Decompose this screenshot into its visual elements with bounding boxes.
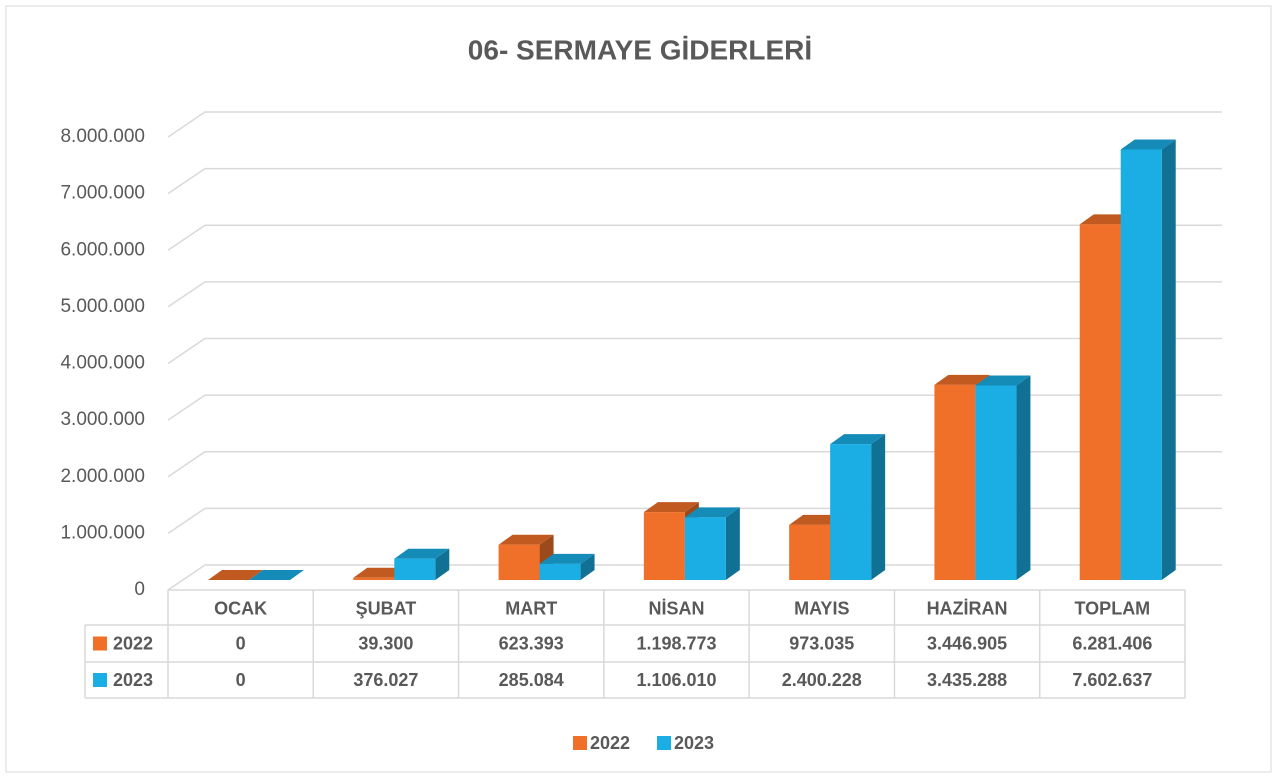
table-value: 285.084 bbox=[499, 670, 564, 690]
y-tick-label: 0 bbox=[134, 579, 145, 600]
x-tick-label: TOPLAM bbox=[1075, 598, 1151, 618]
table-value: 376.027 bbox=[353, 670, 418, 690]
grid-line bbox=[167, 224, 1222, 251]
grid-line bbox=[167, 111, 1222, 138]
table-series-name: 2023 bbox=[113, 670, 153, 690]
y-tick-label: 8.000.000 bbox=[60, 126, 145, 147]
table-value: 0 bbox=[236, 670, 246, 690]
legend-label: 2022 bbox=[590, 733, 630, 753]
bar-top bbox=[539, 553, 595, 564]
table-value: 973.035 bbox=[789, 633, 854, 653]
bar-side bbox=[435, 548, 450, 580]
bar-top bbox=[208, 570, 263, 580]
grid-line bbox=[167, 281, 1222, 308]
bar bbox=[1079, 224, 1121, 581]
grid-line bbox=[167, 394, 1222, 421]
x-tick-label: OCAK bbox=[214, 598, 267, 618]
bar bbox=[684, 517, 726, 580]
y-tick-label: 2.000.000 bbox=[60, 466, 145, 487]
table-value: 2.400.228 bbox=[782, 670, 862, 690]
x-tick-label: HAZİRAN bbox=[927, 598, 1008, 618]
table-value: 7.602.637 bbox=[1072, 670, 1152, 690]
y-tick-label: 3.000.000 bbox=[60, 409, 145, 430]
bar-top bbox=[643, 502, 699, 513]
bar-side bbox=[871, 434, 886, 580]
bar bbox=[394, 558, 436, 580]
y-tick-label: 5.000.000 bbox=[60, 296, 145, 317]
table-value: 623.393 bbox=[499, 633, 564, 653]
y-tick-label: 1.000.000 bbox=[60, 522, 145, 543]
table-series-name: 2022 bbox=[113, 633, 153, 653]
x-tick-label: NİSAN bbox=[648, 598, 704, 618]
legend-label: 2023 bbox=[674, 733, 714, 753]
bar-side bbox=[1161, 139, 1176, 581]
table-value: 6.281.406 bbox=[1072, 633, 1152, 653]
legend-key bbox=[93, 673, 107, 687]
legend-key bbox=[657, 736, 671, 750]
x-tick-label: MART bbox=[505, 598, 557, 618]
table-value: 39.300 bbox=[358, 633, 413, 653]
bar-top bbox=[249, 570, 304, 580]
chart-border bbox=[5, 5, 1272, 773]
bar-top bbox=[975, 375, 1031, 386]
y-tick-label: 6.000.000 bbox=[60, 239, 145, 260]
bar bbox=[789, 524, 831, 580]
bar bbox=[539, 563, 581, 580]
bar bbox=[1120, 149, 1162, 581]
table-value: 0 bbox=[236, 633, 246, 653]
bar-side bbox=[725, 507, 740, 580]
bar-top bbox=[684, 507, 740, 518]
bar-top bbox=[830, 434, 886, 445]
bar-side bbox=[1016, 375, 1031, 580]
bar bbox=[975, 385, 1017, 580]
chart-title: 06- SERMAYE GİDERLERİ bbox=[468, 34, 812, 65]
bar bbox=[934, 384, 976, 580]
bar bbox=[353, 577, 395, 580]
bar bbox=[498, 544, 540, 580]
x-tick-label: MAYIS bbox=[794, 598, 849, 618]
table-value: 1.106.010 bbox=[636, 670, 716, 690]
bar-top bbox=[498, 534, 554, 545]
bar-side bbox=[580, 553, 595, 580]
grid-line bbox=[167, 337, 1222, 365]
table-value: 3.435.288 bbox=[927, 670, 1007, 690]
grid-line bbox=[167, 167, 1222, 195]
x-tick-label: ŞUBAT bbox=[356, 598, 417, 618]
legend-key bbox=[573, 736, 587, 750]
bar bbox=[643, 512, 685, 580]
bar-top bbox=[934, 374, 990, 385]
bar-top bbox=[394, 548, 450, 559]
bar bbox=[830, 444, 872, 580]
legend-key bbox=[93, 636, 107, 651]
table-value: 1.198.773 bbox=[636, 633, 716, 653]
y-tick-label: 4.000.000 bbox=[60, 353, 145, 374]
table-value: 3.446.905 bbox=[927, 633, 1007, 653]
bar-top bbox=[1120, 139, 1176, 150]
y-tick-label: 7.000.000 bbox=[60, 183, 145, 204]
